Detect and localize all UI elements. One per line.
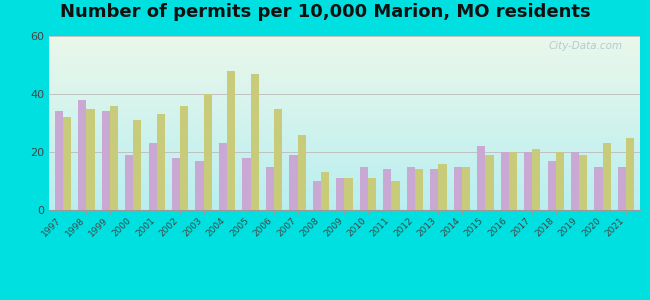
Bar [618, 167, 626, 210]
Bar [172, 158, 180, 210]
Bar [55, 111, 63, 210]
Bar [180, 106, 188, 210]
Bar [556, 152, 564, 210]
Bar [547, 161, 556, 210]
Bar [571, 152, 579, 210]
Bar [78, 100, 86, 210]
Text: City-Data.com: City-Data.com [549, 41, 623, 51]
Bar [595, 167, 603, 210]
Bar [500, 152, 509, 210]
Bar [203, 94, 212, 210]
Bar [524, 152, 532, 210]
Bar [298, 135, 305, 210]
Bar [251, 74, 259, 210]
Bar [148, 143, 157, 210]
Bar [486, 155, 493, 210]
Bar [125, 155, 133, 210]
Bar [227, 71, 235, 210]
Bar [462, 167, 470, 210]
Bar [430, 169, 438, 210]
Bar [86, 109, 94, 210]
Bar [368, 178, 376, 210]
Bar [477, 146, 486, 210]
Bar [289, 155, 298, 210]
Bar [384, 169, 391, 210]
Bar [579, 155, 588, 210]
Bar [110, 106, 118, 210]
Bar [266, 167, 274, 210]
Bar [454, 167, 462, 210]
Bar [626, 137, 634, 210]
Text: Number of permits per 10,000 Marion, MO residents: Number of permits per 10,000 Marion, MO … [60, 3, 590, 21]
Bar [391, 181, 400, 210]
Bar [407, 167, 415, 210]
Bar [509, 152, 517, 210]
Bar [359, 167, 368, 210]
Bar [336, 178, 344, 210]
Bar [344, 178, 353, 210]
Bar [157, 114, 165, 210]
Bar [532, 149, 541, 210]
Bar [101, 111, 110, 210]
Bar [438, 164, 447, 210]
Bar [313, 181, 321, 210]
Bar [415, 169, 423, 210]
Bar [603, 143, 611, 210]
Bar [321, 172, 330, 210]
Bar [63, 117, 71, 210]
Bar [274, 109, 282, 210]
Bar [219, 143, 227, 210]
Bar [196, 161, 203, 210]
Bar [242, 158, 251, 210]
Bar [133, 120, 142, 210]
